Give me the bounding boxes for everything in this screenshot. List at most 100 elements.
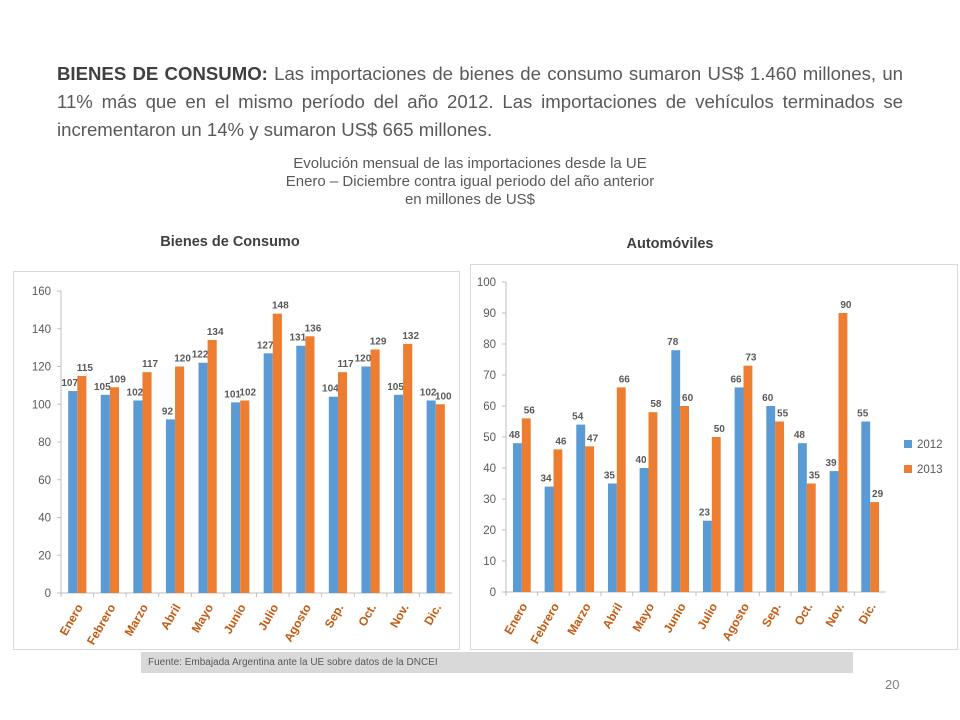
consumer-goods-chart: 0 20 40 60 80 100 120 140 160 107 115 Enero 105 109 Fe… (13, 271, 460, 650)
bar-2013 (337, 372, 348, 593)
y-tick-label: 80 (483, 339, 496, 351)
x-tick-label: Dic. (421, 602, 444, 628)
x-tick-label: Enero (57, 602, 86, 638)
bar-2013 (207, 340, 217, 593)
bar-2013 (616, 387, 626, 592)
data-label: 60 (682, 393, 694, 404)
consumer-goods-chart-title: Bienes de Consumo (160, 234, 300, 250)
bar-2013 (775, 421, 785, 592)
bar-2013 (403, 343, 413, 593)
data-label: 90 (840, 300, 852, 311)
bar-2012 (426, 400, 436, 593)
bar-2012 (263, 353, 273, 593)
data-label: 107 (61, 378, 78, 389)
data-label: 78 (667, 337, 679, 348)
y-tick-label: 20 (483, 525, 496, 537)
y-tick-label: 30 (483, 494, 496, 506)
data-label: 102 (239, 387, 256, 398)
bar-2013 (680, 406, 690, 592)
data-label: 66 (619, 374, 631, 385)
bar-2013 (272, 313, 282, 593)
x-tick-label: Julio (255, 602, 281, 633)
data-label: 132 (402, 331, 419, 342)
bar-2013 (743, 365, 753, 592)
x-tick-label: Oct. (355, 602, 379, 629)
consumer-goods-chart-svg: 020406080100120140160107115Enero105109Fe… (32, 286, 452, 647)
bar-2013 (142, 372, 152, 593)
bar-2012 (702, 520, 712, 592)
x-tick-label: Agosto (719, 601, 752, 644)
bar-2012 (861, 421, 871, 592)
bar-2013 (870, 502, 880, 592)
bar-2012 (639, 468, 649, 592)
bar-2012 (734, 387, 744, 592)
data-label: 47 (587, 433, 599, 444)
y-tick-label: 100 (477, 277, 496, 289)
data-label: 92 (162, 406, 174, 417)
data-label: 55 (857, 409, 869, 420)
bar-2012 (394, 394, 404, 593)
cars-chart-title: Automóviles (626, 236, 714, 252)
legend-label-2012: 2012 (917, 439, 943, 451)
data-label: 117 (337, 359, 354, 370)
bar-2012 (231, 402, 241, 593)
y-tick-label: 50 (483, 432, 496, 444)
y-tick-label: 20 (38, 550, 51, 562)
data-label: 66 (731, 374, 743, 385)
bar-2013 (553, 449, 563, 592)
data-label: 29 (872, 489, 884, 500)
bar-2013 (435, 404, 445, 593)
x-tick-label: Mayo (630, 601, 657, 635)
y-tick-label: 70 (483, 370, 496, 382)
data-label: 100 (435, 391, 452, 402)
x-tick-label: Agosto (281, 602, 314, 645)
x-tick-label: Abril (158, 602, 184, 633)
bar-2012 (328, 396, 338, 593)
cars-chart-svg: 0 10 20 30 40 50 60 70 80 90 100 48 56 Enero 34 46 Febre… (477, 277, 943, 647)
data-label: 40 (636, 455, 648, 466)
cars-chart: 0 10 20 30 40 50 60 70 80 90 100 48 56 Enero 34 46 Febre… (470, 264, 958, 650)
data-label: 60 (762, 393, 774, 404)
subtitle-line-2: Enero – Diciembre contra igual periodo d… (285, 173, 655, 190)
bar-2012 (797, 443, 807, 592)
x-tick-label: Nov. (387, 602, 412, 631)
data-label: 120 (355, 354, 372, 365)
data-label: 50 (714, 424, 726, 435)
data-label: 56 (524, 405, 536, 416)
bar-2013 (370, 349, 380, 593)
data-label: 109 (109, 374, 126, 385)
data-label: 105 (387, 382, 404, 393)
y-tick-label: 140 (32, 324, 51, 336)
data-label: 48 (794, 430, 806, 441)
legend-swatch-2013 (904, 465, 912, 473)
data-label: 131 (289, 333, 306, 344)
x-tick-label: Febrero (528, 601, 562, 647)
x-tick-label: Dic. (856, 601, 879, 627)
x-tick-label: Julio (694, 601, 720, 632)
subtitle-line-3: en millones de US$ (404, 191, 536, 208)
data-label: 148 (272, 301, 289, 312)
y-tick-label: 90 (483, 308, 496, 320)
data-label: 102 (127, 387, 144, 398)
bar-2012 (165, 419, 176, 593)
data-label: 34 (541, 474, 553, 485)
data-label: 58 (650, 399, 662, 410)
data-label: 129 (370, 337, 387, 348)
y-tick-label: 40 (38, 513, 51, 525)
x-tick-label: Sep. (322, 602, 347, 631)
bar-2012 (198, 362, 208, 593)
y-tick-label: 10 (483, 556, 496, 568)
source-note: Fuente: Embajada Argentina ante la UE so… (141, 652, 853, 673)
bar-2013 (77, 375, 87, 593)
x-tick-label: Marzo (564, 601, 593, 638)
legend-label-2013: 2013 (917, 464, 943, 476)
y-tick-label: 120 (32, 362, 51, 374)
bar-2012 (133, 400, 143, 593)
bar-2013 (521, 418, 531, 592)
data-label: 35 (604, 471, 616, 482)
bar-2013 (109, 387, 119, 593)
bar-2012 (671, 350, 681, 592)
intro-text: Las importaciones de bienes de consumo s… (57, 63, 904, 140)
data-label: 23 (699, 508, 711, 519)
data-label: 136 (305, 323, 322, 334)
